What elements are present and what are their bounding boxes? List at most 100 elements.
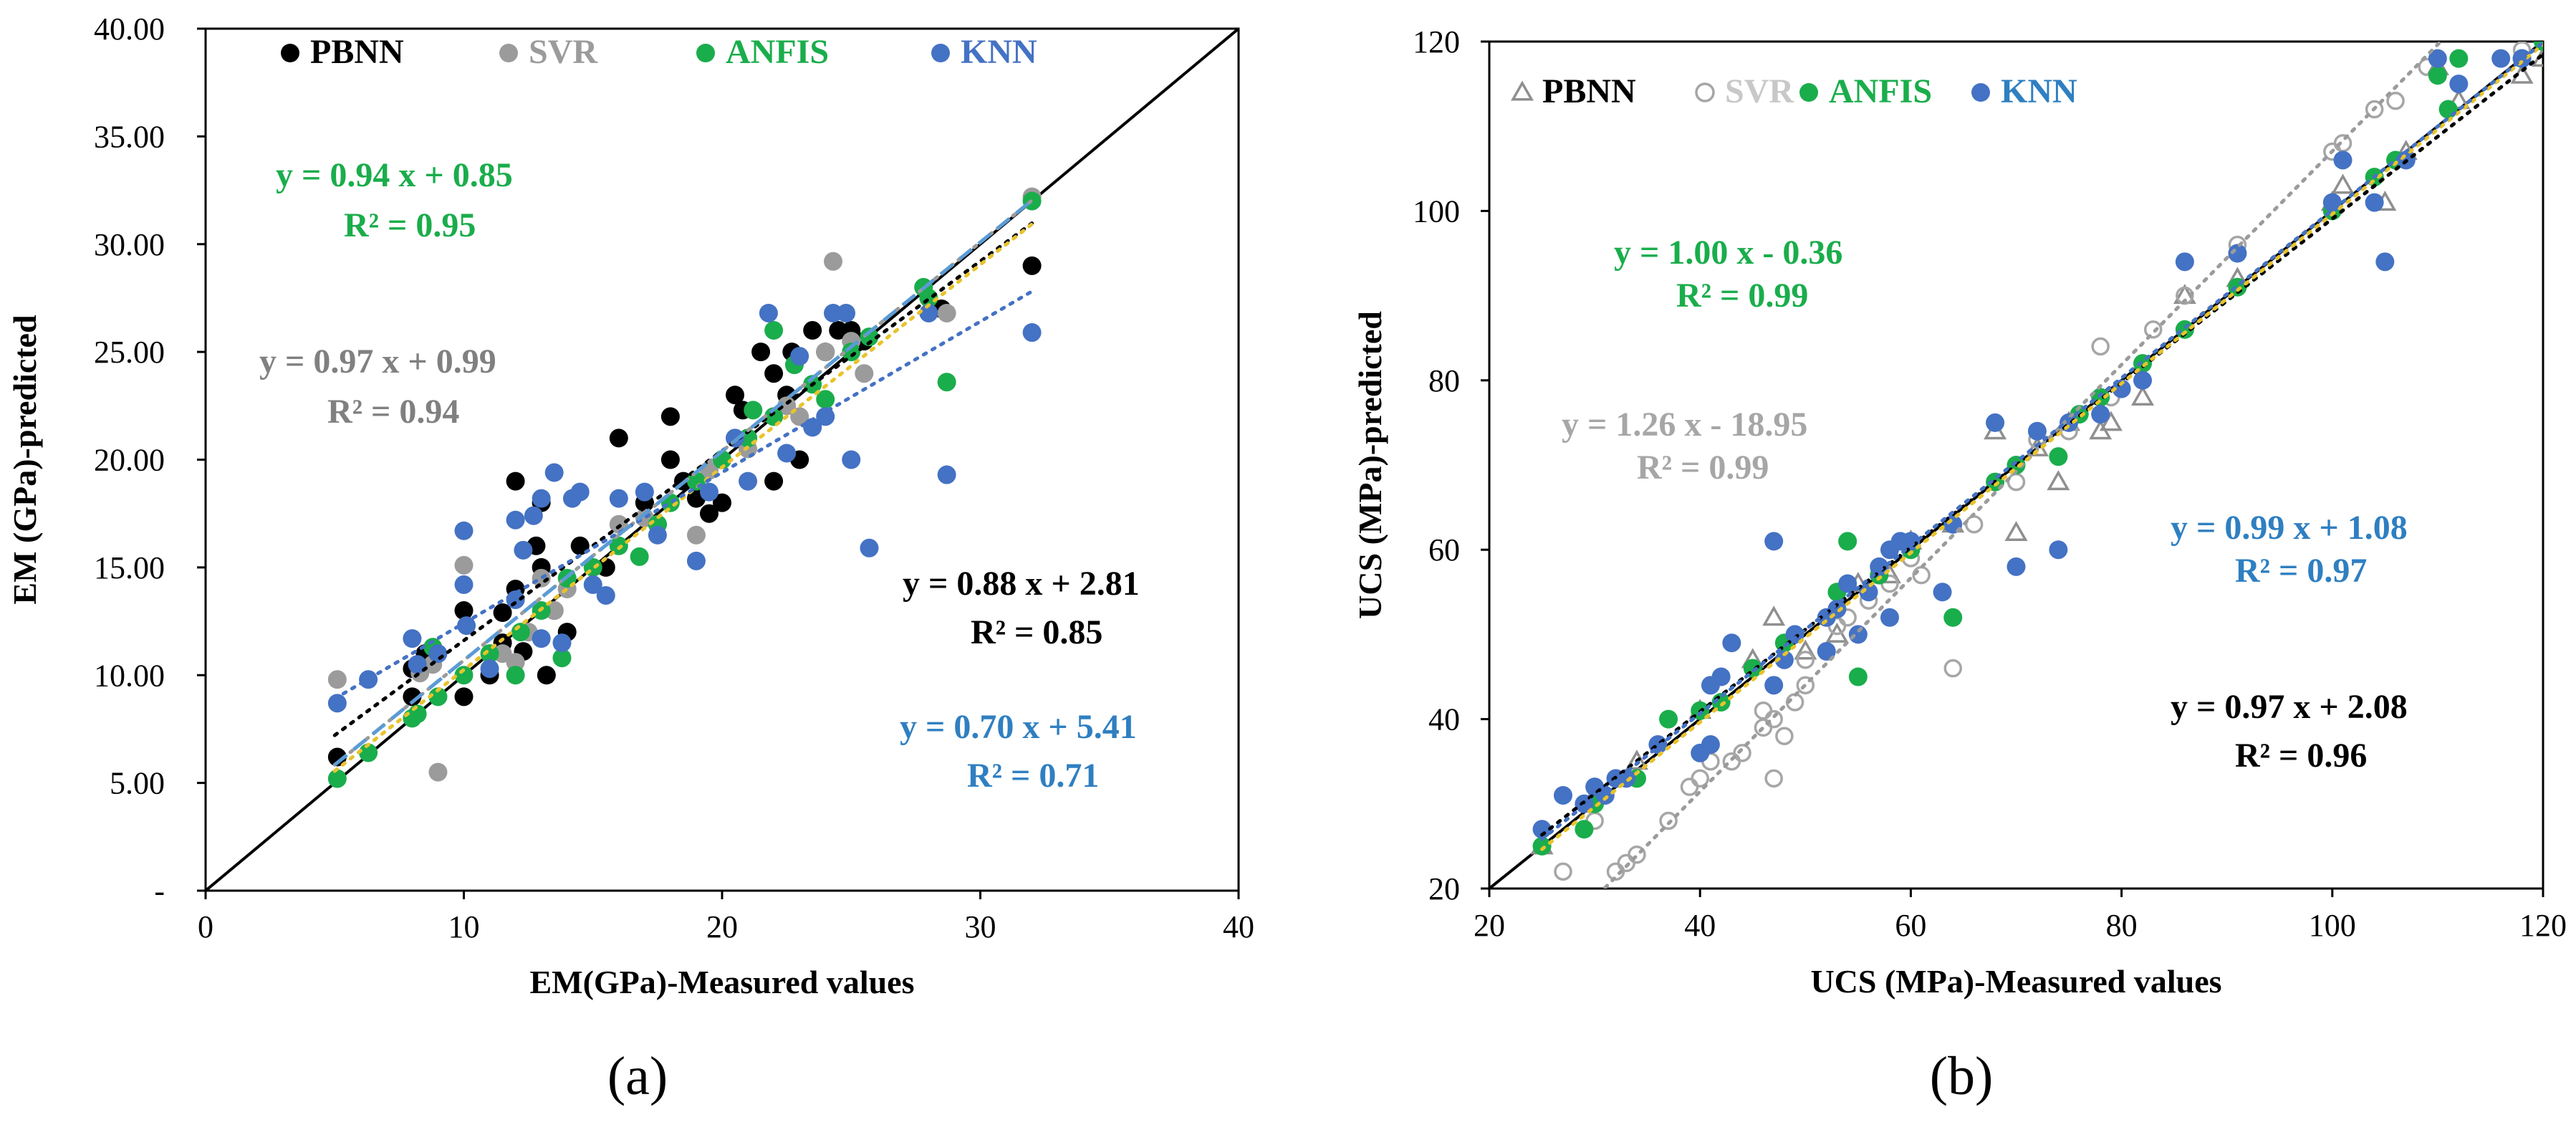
x-axis-label: UCS (MPa)-Measured values: [1810, 963, 2221, 1000]
legend-marker-pbnn: [1510, 80, 1534, 101]
x-tick-label: 120: [2519, 908, 2567, 943]
anfis-equation: y = 0.94 x + 0.85: [276, 156, 513, 194]
knn-point: [816, 407, 835, 426]
legend-marker-knn: [1971, 83, 1990, 102]
y-tick-label: 60: [1428, 532, 1460, 568]
anfis-point: [1848, 667, 1868, 686]
pbnn-point: [829, 321, 848, 340]
anfis-point: [2438, 100, 2458, 119]
svr-point: [544, 601, 564, 621]
knn-point: [2049, 540, 2068, 560]
svr-point: [2176, 286, 2194, 305]
pbnn-point: [751, 343, 771, 362]
knn-point: [1986, 413, 2005, 432]
pbnn-point: [454, 601, 474, 621]
anfis-point: [1659, 709, 1678, 729]
knn-point: [2133, 370, 2153, 390]
pbnn-point: [764, 471, 784, 491]
legend-label-anfis: ANFIS: [1829, 72, 1932, 110]
anfis-point: [428, 687, 448, 707]
knn-point: [596, 585, 615, 605]
knn-point: [2375, 252, 2395, 272]
knn-point: [1933, 583, 1952, 602]
y-tick-label: 40.00: [94, 11, 165, 47]
pbnn-trendline: [332, 221, 1034, 737]
anfis-point: [842, 343, 861, 362]
anfis-point: [609, 536, 628, 555]
knn-point: [1848, 625, 1868, 644]
knn-point: [1870, 557, 1889, 576]
knn-point: [777, 444, 797, 463]
x-tick-label: 0: [198, 909, 213, 944]
y-tick-label: 15.00: [94, 550, 165, 585]
anfis-trendline: [332, 222, 1034, 773]
anfis-point: [860, 327, 879, 347]
svr-trendline: [1603, 42, 2443, 889]
legend-marker-pbnn: [281, 44, 299, 62]
pbnn-point: [2331, 173, 2355, 194]
knn-point: [327, 694, 347, 713]
legend-label-svr: SVR: [529, 33, 598, 71]
knn-point: [524, 506, 543, 525]
knn-point: [1774, 650, 1794, 669]
x-tick-label: 20: [706, 909, 738, 944]
knn-point: [919, 303, 938, 322]
x-tick-label: 30: [965, 909, 996, 944]
knn-point: [790, 347, 809, 366]
knn-equation: y = 0.70 x + 5.41: [900, 708, 1137, 746]
legend-label-pbnn: PBNN: [1542, 72, 1636, 110]
y-tick-label: 5.00: [110, 766, 165, 801]
panel-label-a: (a): [607, 1046, 668, 1106]
pbnn-point: [660, 450, 680, 469]
knn-point: [1701, 735, 1720, 755]
svr-r-squared: R² = 0.99: [1637, 449, 1769, 487]
svr-point: [2365, 100, 2384, 119]
knn-point: [1859, 583, 1878, 602]
svr-r-squared: R² = 0.94: [327, 393, 459, 431]
knn-point: [686, 551, 706, 570]
y-tick-label: 10.00: [94, 658, 165, 693]
pbnn-point: [1022, 256, 1042, 275]
pbnn-point: [2099, 411, 2123, 431]
knn-point: [1722, 633, 1741, 653]
svr-point: [1775, 727, 1794, 745]
anfis-point: [2428, 66, 2447, 85]
knn-point: [2027, 421, 2047, 441]
knn-point: [635, 482, 654, 502]
knn-point: [1838, 574, 1857, 593]
knn-trendline: [1540, 42, 2543, 841]
pbnn-point: [596, 557, 615, 577]
svr-point: [454, 555, 474, 575]
chart-ucs: 20 40 60 80 100 120 20 40 60 80 100 120 UCS (MPa)-Me…: [1352, 24, 2567, 1000]
y-tick-label: -: [154, 873, 165, 909]
pbnn-point: [327, 747, 347, 767]
x-axis-label: EM(GPa)-Measured values: [529, 964, 914, 1000]
svr-point: [1764, 709, 1783, 729]
anfis-point: [1943, 608, 1963, 627]
plot-content: [206, 29, 1239, 891]
knn-point: [937, 465, 956, 484]
svr-point: [1943, 659, 1962, 678]
y-tick-label: 30.00: [94, 227, 165, 262]
pbnn-point: [537, 666, 556, 685]
anfis-point: [511, 623, 530, 642]
knn-point: [1711, 667, 1731, 686]
knn-point: [1880, 608, 1899, 627]
knn-point: [824, 303, 843, 322]
knn-point: [2007, 557, 2026, 576]
svr-equation: y = 1.26 x - 18.95: [1562, 406, 1807, 444]
knn-point: [2491, 49, 2511, 68]
anfis-point: [1838, 532, 1857, 551]
pbnn-point: [803, 321, 822, 340]
knn-point: [532, 629, 551, 648]
pbnn-point: [403, 687, 422, 707]
svr-point: [686, 525, 706, 545]
svr-point: [1796, 651, 1815, 669]
svr-point: [1733, 744, 1751, 762]
svr-point: [816, 343, 835, 362]
pbnn-point: [1762, 605, 1786, 626]
svr-point: [506, 653, 525, 672]
x-tick-label: 40: [1223, 909, 1254, 944]
anfis-point: [2449, 49, 2469, 68]
anfis-point: [744, 401, 763, 420]
